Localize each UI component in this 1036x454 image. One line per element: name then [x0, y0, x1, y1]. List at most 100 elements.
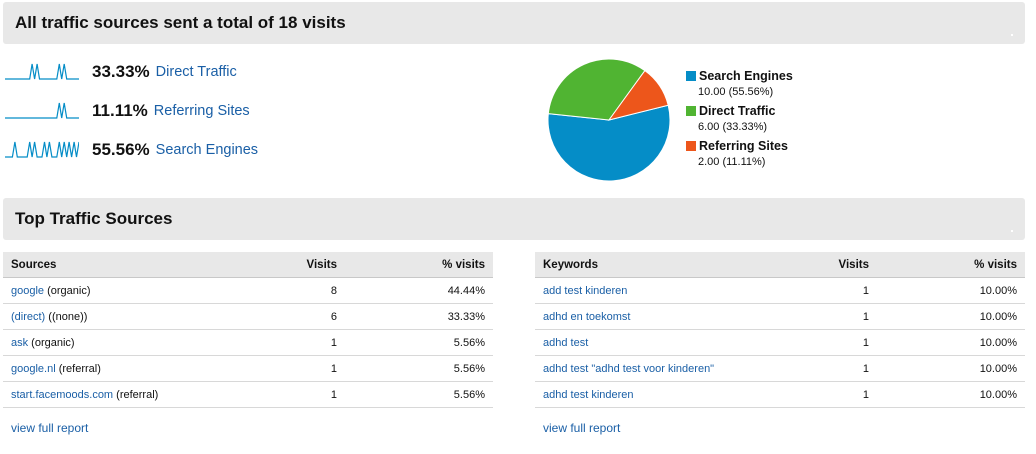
visits-cell: 1 — [791, 381, 877, 408]
sources-table-header-row: Sources Visits % visits — [3, 252, 493, 278]
column-header-sources[interactable]: Sources — [3, 252, 259, 278]
table-row: adhd en toekomst 1 10.00% — [535, 303, 1025, 330]
sparkline-path — [5, 63, 79, 80]
visits-cell: 8 — [259, 277, 345, 304]
direct-traffic-link[interactable]: Direct Traffic — [155, 64, 237, 80]
sources-table: Sources Visits % visits google (organic)… — [3, 252, 493, 408]
visits-cell: 1 — [259, 329, 345, 356]
pct-visits-cell: 5.56% — [345, 329, 493, 356]
source-medium: (organic) — [44, 284, 91, 297]
source-cell: google.nl (referral) — [3, 355, 259, 382]
visits-cell: 1 — [791, 277, 877, 304]
column-header-pct-visits[interactable]: % visits — [877, 252, 1025, 278]
keyword-link[interactable]: adhd test "adhd test voor kinderen" — [543, 362, 715, 375]
table-row: adhd test "adhd test voor kinderen" 1 10… — [535, 355, 1025, 382]
pct-visits-cell: 44.44% — [345, 277, 493, 304]
source-link[interactable]: google — [11, 284, 45, 297]
direct-sparkline — [5, 63, 79, 80]
traffic-row-referring: 11.11% Referring Sites — [5, 99, 250, 123]
table-row: start.facemoods.com (referral) 1 5.56% — [3, 381, 493, 408]
visits-cell: 1 — [259, 381, 345, 408]
keywords-table-header-row: Keywords Visits % visits — [535, 252, 1025, 278]
keyword-link[interactable]: adhd test — [543, 336, 589, 349]
sparkline-path — [5, 141, 79, 158]
legend-swatch-search-engines — [686, 71, 696, 81]
legend-value-direct-traffic: 6.00 (33.33%) — [698, 121, 768, 133]
visits-cell: 6 — [259, 303, 345, 330]
table-row: (direct) ((none)) 6 33.33% — [3, 303, 493, 330]
search-sparkline — [5, 141, 79, 158]
pct-visits-cell: 33.33% — [345, 303, 493, 330]
table-row: google.nl (referral) 1 5.56% — [3, 355, 493, 382]
search-pct: 55.56% — [92, 140, 150, 159]
direct-pct: 33.33% — [92, 62, 150, 81]
table-row: ask (organic) 1 5.56% — [3, 329, 493, 356]
legend-name-direct-traffic: Direct Traffic — [699, 104, 776, 118]
column-header-pct-visits[interactable]: % visits — [345, 252, 493, 278]
referring-pct: 11.11% — [92, 101, 148, 120]
table-row: google (organic) 8 44.44% — [3, 277, 493, 304]
summary-header: All traffic sources sent a total of 18 v… — [3, 2, 1025, 44]
source-cell: google (organic) — [3, 277, 259, 304]
source-cell: ask (organic) — [3, 329, 259, 356]
visits-cell: 1 — [791, 329, 877, 356]
keyword-cell: adhd en toekomst — [535, 303, 791, 330]
pct-visits-cell: 5.56% — [345, 381, 493, 408]
pie-slice-referring-sites[interactable] — [607, 69, 669, 121]
visits-cell: 1 — [791, 303, 877, 330]
pie-slice-direct-traffic[interactable] — [547, 58, 646, 121]
pct-visits-cell: 10.00% — [877, 303, 1025, 330]
traffic-row-direct: 33.33% Direct Traffic — [5, 60, 237, 84]
source-cell: start.facemoods.com (referral) — [3, 381, 259, 408]
keyword-cell: add test kinderen — [535, 277, 791, 304]
source-link[interactable]: (direct) — [11, 310, 46, 323]
legend-swatch-referring-sites — [686, 141, 696, 151]
source-link[interactable]: start.facemoods.com — [11, 388, 114, 401]
sources-view-full-report-link[interactable]: view full report — [11, 421, 89, 435]
top-sources-header: Top Traffic Sources — [3, 198, 1025, 240]
referring-sparkline — [5, 102, 79, 119]
table-row: adhd test kinderen 1 10.00% — [535, 381, 1025, 408]
table-row: add test kinderen 1 10.00% — [535, 277, 1025, 304]
pie-slice-search-engines[interactable] — [547, 104, 671, 182]
keywords-table: Keywords Visits % visits add test kinder… — [535, 252, 1025, 408]
source-medium: (organic) — [28, 336, 75, 349]
column-header-visits[interactable]: Visits — [259, 252, 345, 278]
header-corner-mark — [1011, 34, 1013, 36]
sparkline-path — [5, 102, 79, 119]
visits-cell: 1 — [791, 355, 877, 382]
source-medium: (referral) — [55, 362, 101, 375]
keyword-link[interactable]: add test kinderen — [543, 284, 628, 297]
source-link[interactable]: ask — [11, 336, 29, 349]
pct-visits-cell: 10.00% — [877, 277, 1025, 304]
keyword-cell: adhd test "adhd test voor kinderen" — [535, 355, 791, 382]
pct-visits-cell: 5.56% — [345, 355, 493, 382]
legend-value-referring-sites: 2.00 (11.11%) — [698, 156, 766, 168]
keywords-view-full-report-link[interactable]: view full report — [543, 421, 621, 435]
source-medium: (referral) — [113, 388, 159, 401]
source-link[interactable]: google.nl — [11, 362, 56, 375]
keyword-cell: adhd test — [535, 329, 791, 356]
legend-name-referring-sites: Referring Sites — [699, 139, 788, 153]
referring-sites-link[interactable]: Referring Sites — [153, 103, 250, 119]
pct-visits-cell: 10.00% — [877, 355, 1025, 382]
legend-name-search-engines: Search Engines — [699, 69, 793, 83]
summary-title: All traffic sources sent a total of 18 v… — [15, 13, 346, 32]
legend-value-search-engines: 10.00 (55.56%) — [698, 86, 774, 98]
pct-visits-cell: 10.00% — [877, 381, 1025, 408]
search-engines-link[interactable]: Search Engines — [155, 142, 259, 158]
traffic-pie-chart — [547, 58, 671, 182]
top-sources-title: Top Traffic Sources — [15, 209, 173, 228]
keyword-cell: adhd test kinderen — [535, 381, 791, 408]
table-row: adhd test 1 10.00% — [535, 329, 1025, 356]
column-header-visits[interactable]: Visits — [791, 252, 877, 278]
visits-cell: 1 — [259, 355, 345, 382]
pct-visits-cell: 10.00% — [877, 329, 1025, 356]
keyword-link[interactable]: adhd test kinderen — [543, 388, 634, 401]
source-cell: (direct) ((none)) — [3, 303, 259, 330]
keyword-link[interactable]: adhd en toekomst — [543, 310, 631, 323]
column-header-keywords[interactable]: Keywords — [535, 252, 791, 278]
header-corner-mark — [1011, 230, 1013, 232]
traffic-row-search: 55.56% Search Engines — [5, 138, 258, 162]
legend-swatch-direct-traffic — [686, 106, 696, 116]
